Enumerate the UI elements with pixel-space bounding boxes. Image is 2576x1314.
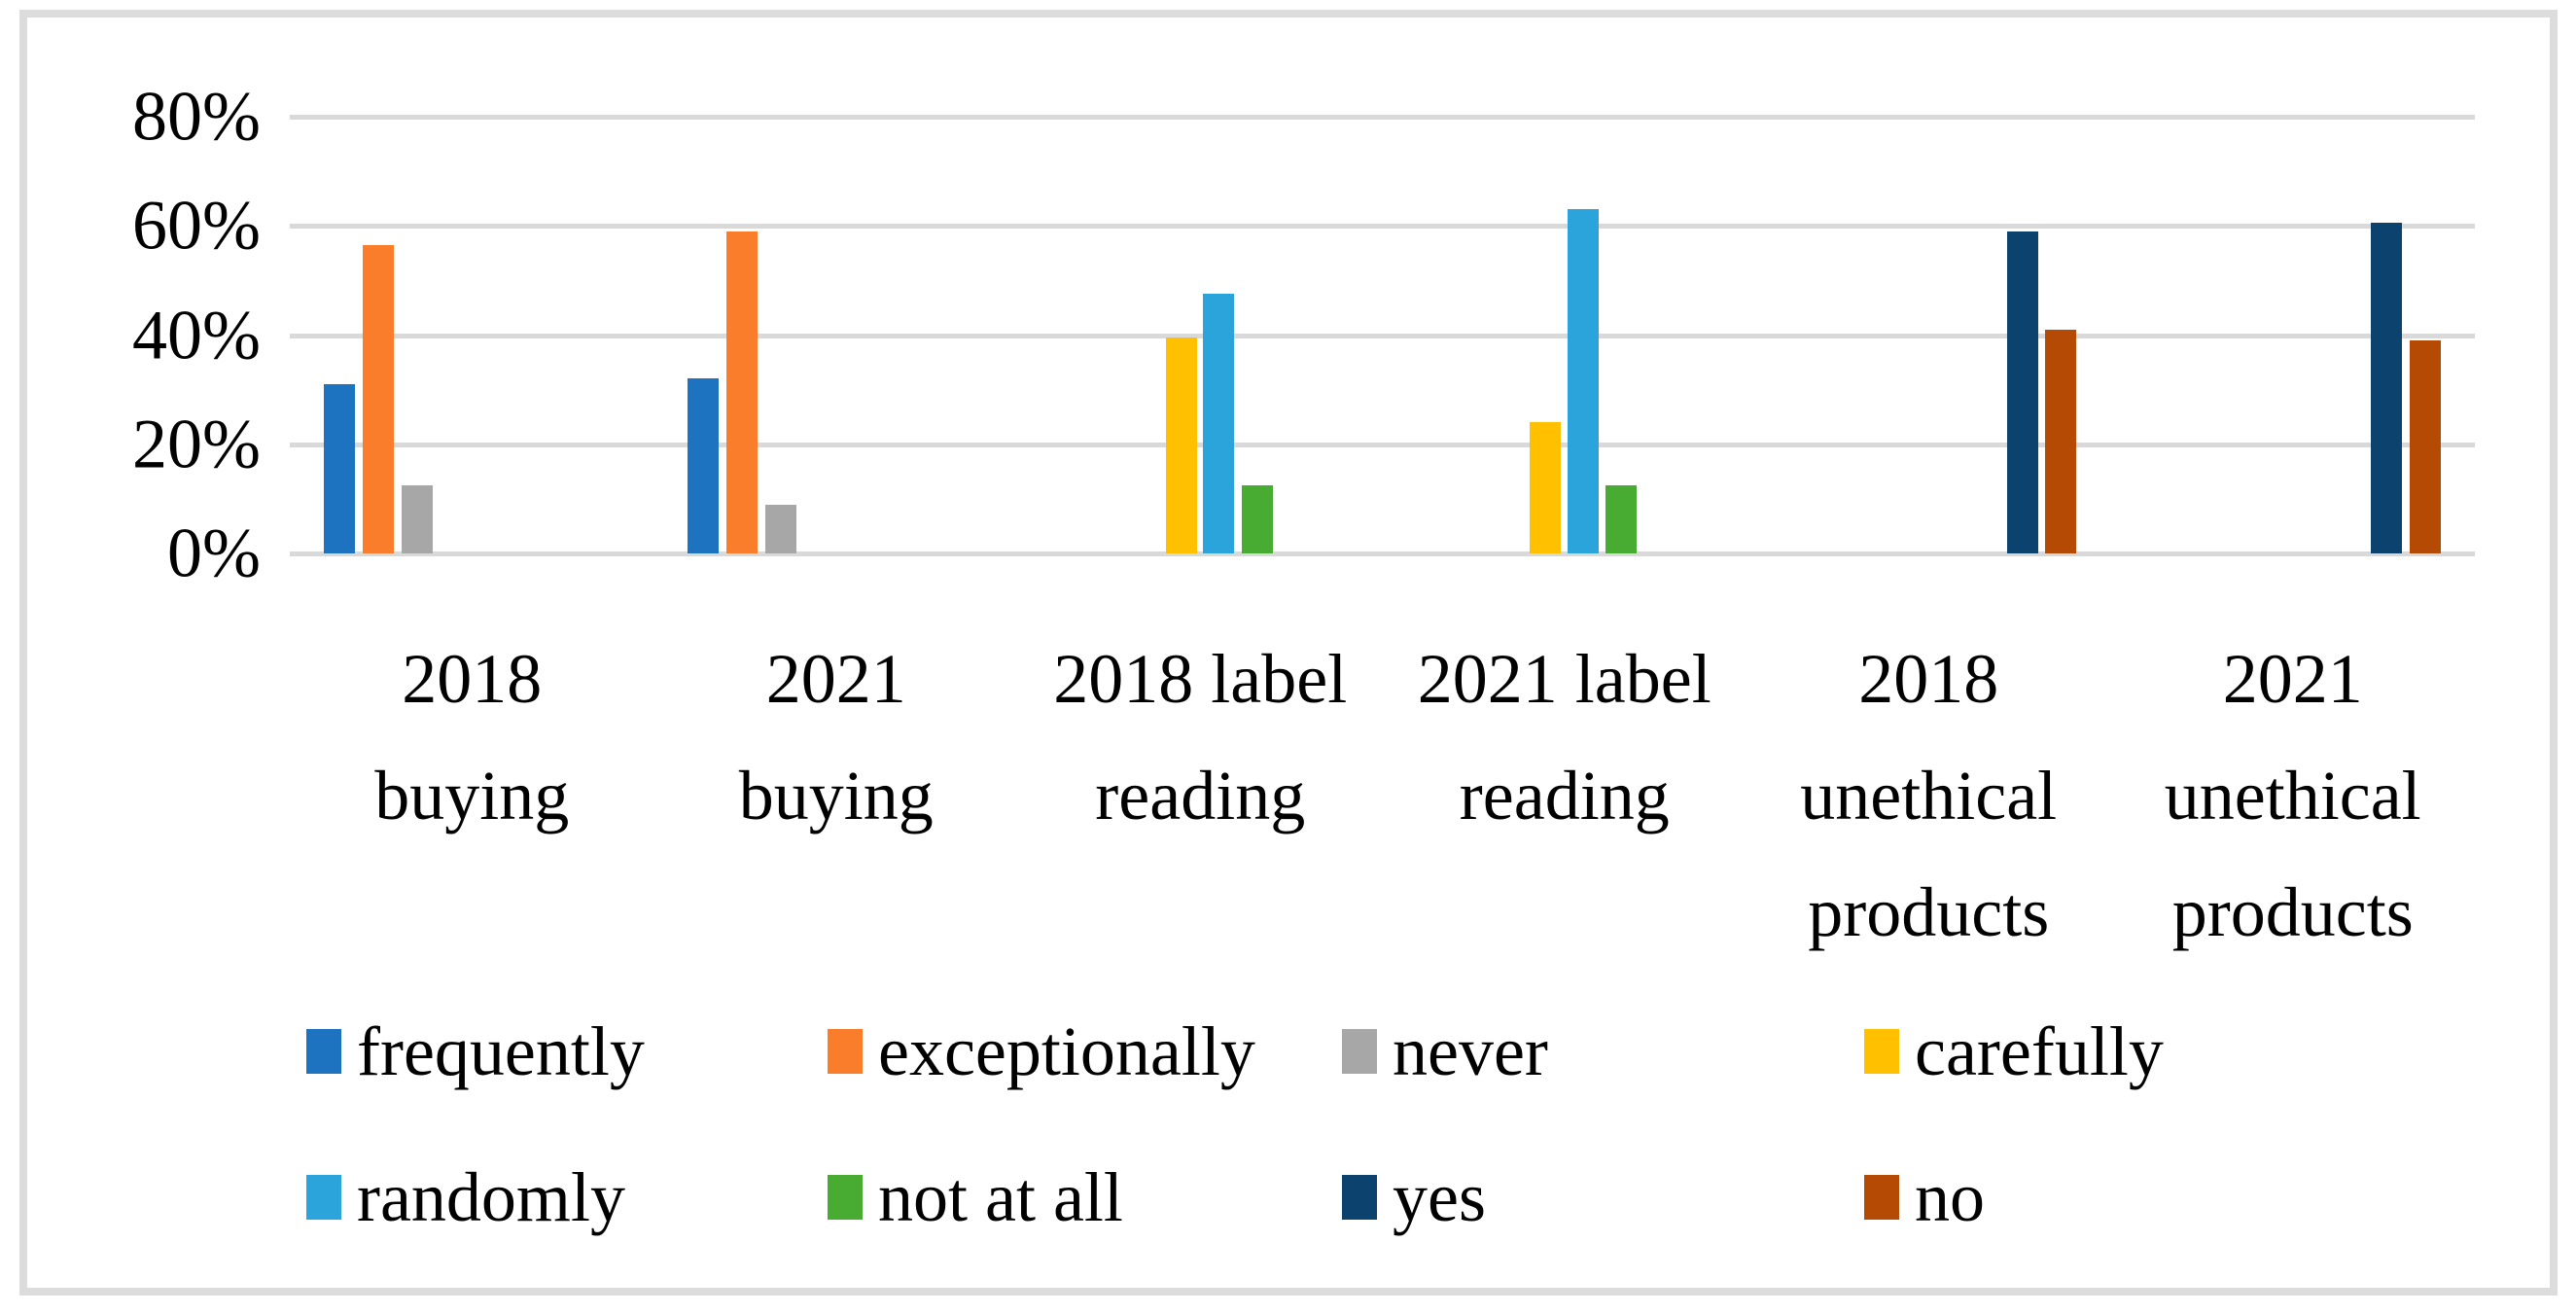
legend-label: frequently: [357, 1012, 645, 1090]
legend-swatch-icon: [828, 1175, 863, 1220]
bar-yes-6: [2371, 223, 2403, 553]
x-axis-category-label: 2021 label reading: [1417, 640, 1711, 835]
bar-never-2: [765, 504, 797, 553]
legend-item-yes: yes: [1342, 1158, 1486, 1236]
x-axis-category-label: 2021 buying: [738, 640, 934, 835]
legend-label: no: [1915, 1158, 1985, 1236]
y-axis-tick-label: 40%: [132, 296, 261, 373]
legend-label: yes: [1393, 1158, 1486, 1236]
legend-swatch-icon: [1342, 1175, 1377, 1220]
y-axis-tick-label: 60%: [132, 186, 261, 265]
bar-frequently-2: [688, 378, 720, 553]
bar-carefully-4: [1530, 422, 1562, 553]
x-axis-category-label: 2018 unethical products: [1800, 640, 2058, 951]
legend-swatch-icon: [1864, 1029, 1899, 1074]
legend-swatch-icon: [828, 1029, 863, 1074]
legend-item-frequently: frequently: [306, 1012, 645, 1090]
x-axis-category-label: 2018 label reading: [1053, 640, 1348, 835]
bar-no-6: [2409, 340, 2441, 553]
legend-item-randomly: randomly: [306, 1158, 625, 1236]
gridline: [290, 442, 2475, 447]
legend-swatch-icon: [306, 1029, 341, 1074]
legend-label: carefully: [1915, 1012, 2164, 1090]
bar-never-1: [401, 484, 433, 553]
gridline: [290, 224, 2475, 230]
bar-exceptionally-2: [726, 231, 759, 553]
bar-randomly-3: [1203, 294, 1235, 553]
chart-frame: 80% 60% 40% 20% 0% 2018 buying 2021 buying 201…: [19, 10, 2558, 1296]
x-axis-category-label: 2018 buying: [374, 640, 570, 835]
legend-swatch-icon: [1864, 1175, 1899, 1220]
legend-label: not at all: [878, 1158, 1123, 1236]
bar-randomly-4: [1567, 209, 1599, 553]
bar-yes-5: [2006, 231, 2038, 553]
bar-carefully-3: [1165, 337, 1197, 553]
legend-item-never: never: [1342, 1012, 1548, 1090]
plot-area: [290, 115, 2475, 556]
legend-swatch-icon: [306, 1175, 341, 1220]
legend-swatch-icon: [1342, 1029, 1377, 1074]
bar-exceptionally-1: [362, 244, 394, 553]
gridline: [290, 551, 2475, 556]
bar-frequently-1: [323, 384, 355, 553]
legend-item-carefully: carefully: [1864, 1012, 2164, 1090]
y-axis-tick-label: 0%: [167, 514, 261, 592]
y-axis: 80% 60% 40% 20% 0%: [27, 78, 261, 592]
gridline: [290, 333, 2475, 338]
y-axis-tick-label: 20%: [132, 405, 261, 483]
legend-item-no: no: [1864, 1158, 1985, 1236]
legend-item-exceptionally: exceptionally: [828, 1012, 1255, 1090]
legend-item-not-at-all: not at all: [828, 1158, 1123, 1236]
gridline: [290, 115, 2475, 120]
legend-label: never: [1393, 1012, 1548, 1090]
y-axis-tick-label: 80%: [132, 77, 261, 156]
bar-not-at-all-4: [1606, 484, 1638, 553]
bar-no-5: [2045, 329, 2077, 553]
bar-not-at-all-3: [1241, 484, 1273, 553]
x-axis-category-label: 2021 unethical products: [2164, 640, 2421, 951]
legend-label: exceptionally: [878, 1012, 1255, 1090]
legend-label: randomly: [357, 1158, 625, 1236]
